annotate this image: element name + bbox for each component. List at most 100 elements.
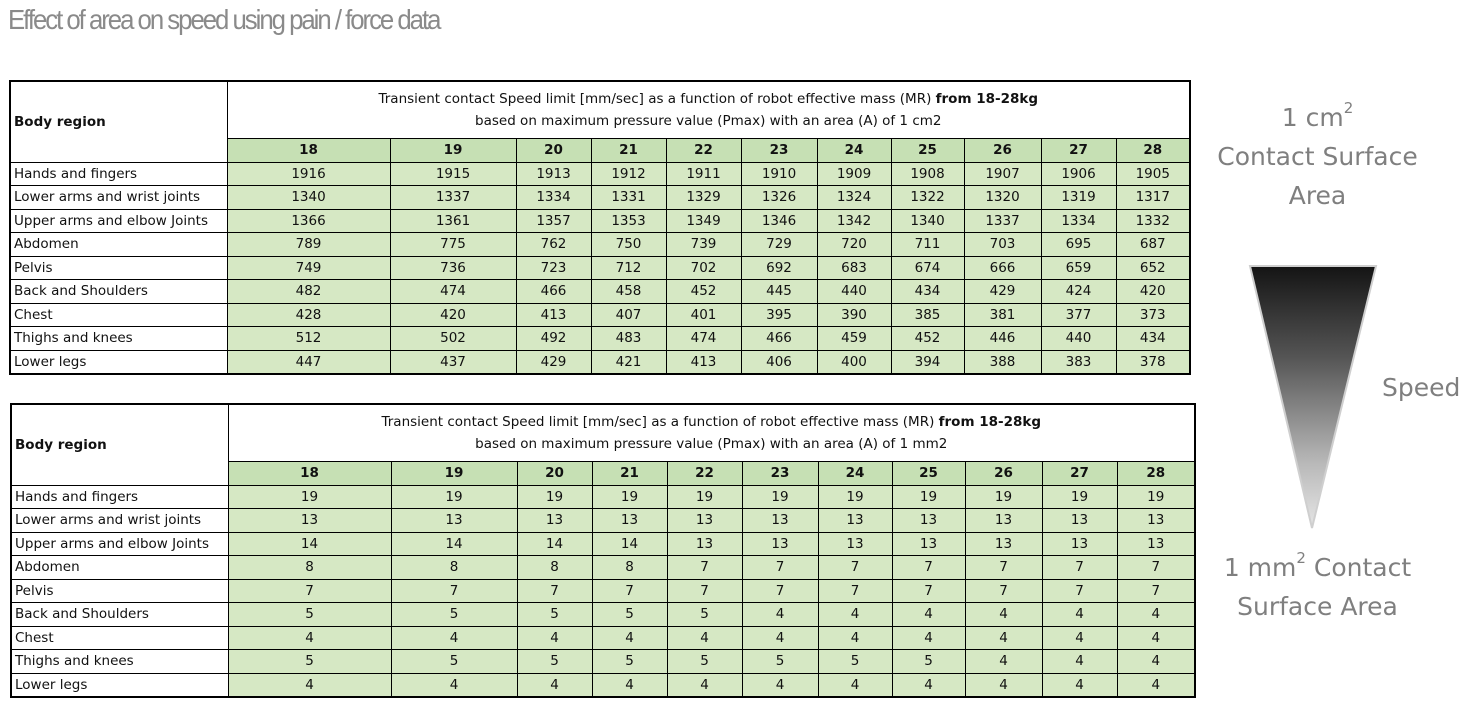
speed-value-cell: 7 (817, 555, 893, 580)
speed-value-cell: 5 (227, 649, 392, 674)
speed-value-cell: 7 (964, 578, 1043, 603)
speed-value-cell: 4 (227, 625, 392, 650)
body-region-cell: Thighs and knees (9, 326, 228, 351)
body-region-cell: Back and Shoulders (10, 602, 229, 627)
speed-value-cell: 1337 (389, 185, 517, 210)
speed-value-cell: 4 (741, 672, 819, 698)
speed-value-cell: 13 (1116, 508, 1196, 533)
speed-value-cell: 19 (741, 484, 819, 509)
mass-header-cell: 24 (817, 461, 893, 486)
speed-value-cell: 739 (665, 232, 742, 257)
table-row: Thighs and knees 5 5 5 5 5 5 5 5 4 4 4 (10, 649, 1196, 674)
speed-value-cell: 4 (741, 602, 819, 627)
speed-value-cell: 428 (226, 302, 391, 327)
speed-value-cell: 5 (741, 649, 819, 674)
speed-value-cell: 406 (740, 349, 818, 375)
table-row: Abdomen 789 775 762 750 739 729 720 711 703 695 687 (9, 232, 1191, 257)
speed-value-cell: 483 (590, 326, 667, 351)
speed-value-cell: 723 (515, 255, 592, 280)
table-row: Abdomen 8 8 8 8 7 7 7 7 7 7 7 (10, 555, 1196, 580)
top-area-line-3: Area (1288, 181, 1347, 210)
speed-value-cell: 5 (817, 649, 893, 674)
mass-header-cell: 26 (964, 461, 1043, 486)
speed-value-cell: 407 (590, 302, 667, 327)
speed-value-cell: 762 (515, 232, 592, 257)
speed-value-cell: 1319 (1040, 185, 1117, 210)
speed-value-cell: 13 (591, 508, 668, 533)
speed-value-cell: 1908 (890, 161, 965, 186)
speed-value-cell: 4 (1116, 672, 1196, 698)
speed-value-cell: 4 (891, 672, 966, 698)
speed-value-cell: 452 (665, 279, 742, 304)
speed-value-cell: 14 (227, 531, 392, 556)
speed-value-cell: 4 (891, 602, 966, 627)
speed-value-cell: 4 (390, 672, 518, 698)
bottom-area-superscript: 2 (1296, 549, 1306, 567)
speed-value-cell: 13 (891, 508, 966, 533)
speed-value-cell: 1916 (226, 161, 391, 186)
speed-value-cell: 1334 (1040, 208, 1117, 233)
bottom-area-line-2: Surface Area (1237, 592, 1398, 621)
table-row: Lower arms and wrist joints 13 13 13 13 13 13 1… (10, 508, 1196, 533)
bottom-area-line-1-rest: Contact (1305, 553, 1412, 582)
speed-value-cell: 5 (516, 602, 593, 627)
speed-value-cell: 452 (890, 326, 965, 351)
mass-header-row: 18 19 20 21 22 23 24 25 26 27 28 (11, 461, 1196, 486)
speed-value-cell: 736 (389, 255, 517, 280)
speed-value-cell: 19 (516, 484, 593, 509)
page-title: Effect of area on speed using pain / for… (8, 4, 441, 35)
speed-value-cell: 13 (1041, 508, 1118, 533)
speed-value-cell: 7 (516, 578, 593, 603)
table-row: Chest 4 4 4 4 4 4 4 4 4 4 4 (10, 625, 1196, 650)
body-region-cell: Upper arms and elbow Joints (9, 208, 228, 233)
speed-value-cell: 7 (1116, 578, 1196, 603)
speed-value-cell: 4 (891, 625, 966, 650)
mass-header-cell: 22 (665, 138, 742, 163)
speed-value-cell: 1326 (740, 185, 818, 210)
table-row: Lower legs 4 4 4 4 4 4 4 4 4 4 4 (10, 672, 1196, 698)
speed-value-cell: 1340 (890, 208, 965, 233)
table-row: Lower arms and wrist joints 1340 1337 1334 1… (9, 185, 1191, 210)
speed-value-cell: 502 (389, 326, 517, 351)
table-row: Upper arms and elbow Joints 14 14 14 14 13 13 1… (10, 531, 1196, 556)
speed-value-cell: 729 (740, 232, 818, 257)
speed-value-cell: 4 (1041, 649, 1118, 674)
mass-header-cell: 25 (890, 138, 965, 163)
speed-value-cell: 429 (963, 279, 1042, 304)
mass-header-cell: 28 (1116, 461, 1196, 486)
speed-value-cell: 4 (817, 602, 893, 627)
speed-value-cell: 4 (1116, 602, 1196, 627)
mass-header-cell: 18 (226, 138, 391, 163)
speed-value-cell: 775 (389, 232, 517, 257)
speed-value-cell: 5 (227, 602, 392, 627)
speed-value-cell: 13 (817, 508, 893, 533)
top-area-unit: 1 cm (1281, 103, 1344, 132)
body-region-header: Body region (10, 403, 229, 486)
speed-value-cell: 4 (817, 625, 893, 650)
body-region-cell: Lower arms and wrist joints (10, 508, 229, 533)
mass-header-cell: 27 (1041, 461, 1118, 486)
speed-value-cell: 7 (666, 555, 743, 580)
speed-value-cell: 13 (666, 508, 743, 533)
speed-value-cell: 19 (666, 484, 743, 509)
speed-table-1cm2: Body region Transient contact Speed limi… (9, 80, 1192, 375)
speed-value-cell: 4 (1041, 625, 1118, 650)
speed-value-cell: 13 (1116, 531, 1196, 556)
speed-value-cell: 429 (515, 349, 592, 375)
speed-value-cell: 1912 (590, 161, 667, 186)
speed-value-cell: 789 (226, 232, 391, 257)
speed-value-cell: 702 (665, 255, 742, 280)
speed-value-cell: 385 (890, 302, 965, 327)
speed-value-cell: 720 (816, 232, 892, 257)
speed-value-cell: 14 (516, 531, 593, 556)
speed-label: Speed (1382, 373, 1461, 402)
mass-header-cell: 27 (1040, 138, 1117, 163)
body-region-cell: Thighs and knees (10, 649, 229, 674)
speed-value-cell: 4 (591, 672, 668, 698)
description-line-1: Transient contact Speed limit [mm/sec] a… (381, 414, 935, 430)
mass-range: from 18-28kg (935, 91, 1039, 107)
speed-value-cell: 695 (1040, 232, 1117, 257)
speed-value-cell: 373 (1115, 302, 1191, 327)
speed-value-cell: 13 (666, 531, 743, 556)
speed-value-cell: 8 (516, 555, 593, 580)
